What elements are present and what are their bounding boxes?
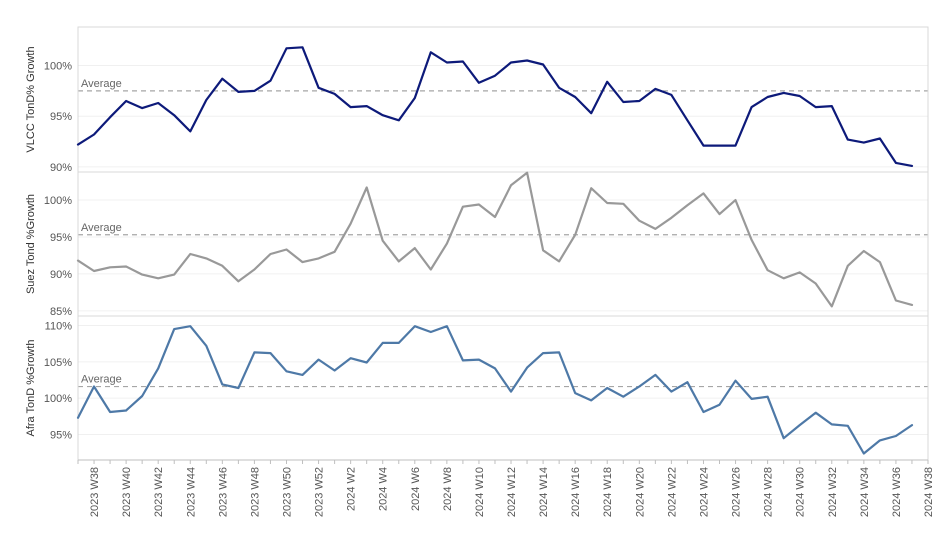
series-line-2	[76, 325, 914, 455]
x-axis: 2023 W38 2023 W40 2023 W42 2023 W44 2023 W46…	[77, 459, 935, 517]
y-tick-label: 100%	[44, 195, 72, 207]
x-tick-label: 2023 W52	[314, 467, 326, 517]
gridlines	[78, 65, 928, 436]
x-tick-label: 2023 W40	[121, 467, 133, 517]
series-lines	[76, 46, 914, 455]
x-tick-label: 2023 W42	[153, 467, 165, 517]
x-tick-label: 2024 W34	[859, 467, 871, 517]
y-axis-title: VLCC TonD% Growth	[25, 46, 37, 152]
x-tick-label: 2023 W46	[217, 467, 229, 517]
x-tick-label: 2023 W44	[185, 467, 197, 517]
series-line-0	[76, 46, 914, 167]
y-tick-label: 105%	[44, 357, 72, 369]
x-tick-label: 2024 W16	[570, 467, 582, 517]
x-tick-label: 2024 W30	[795, 467, 807, 517]
x-tick-label: 2024 W38	[923, 467, 935, 517]
y-tick-label: 95%	[50, 232, 72, 244]
x-tick-label: 2024 W12	[506, 467, 518, 517]
x-tick-label: 2023 W38	[89, 467, 101, 517]
y-tick-label: 95%	[50, 111, 72, 123]
x-tick-label: 2024 W28	[763, 467, 775, 517]
x-tick-label: 2024 W22	[666, 467, 678, 517]
y-tick-label: 100%	[44, 61, 72, 73]
x-tick-label: 2024 W14	[538, 467, 550, 517]
y-axis-title: Suez Tond %Growth	[25, 194, 37, 294]
x-tick-label: 2024 W4	[378, 467, 390, 511]
average-label: Average	[81, 222, 122, 234]
panel-frame-1	[77, 171, 929, 317]
x-tick-label: 2024 W2	[346, 467, 358, 511]
x-tick-label: 2024 W18	[602, 467, 614, 517]
average-lines: Average Average Average	[78, 78, 928, 388]
series-line-1	[76, 171, 914, 308]
x-tick-label: 2024 W20	[634, 467, 646, 517]
y-tick-label: 90%	[50, 269, 72, 281]
y-axes: 90% 95% 100% VLCC TonD% Growth 85% 90% 95% 100%…	[25, 46, 72, 441]
y-tick-label: 100%	[44, 393, 72, 405]
panel-borders	[77, 26, 929, 461]
x-tick-label: 2024 W26	[731, 467, 743, 517]
y-axis-title: Afra TonD %Growth	[25, 339, 37, 436]
x-tick-label: 2024 W24	[698, 467, 710, 517]
average-label: Average	[81, 78, 122, 90]
x-tick-label: 2024 W6	[410, 467, 422, 511]
y-tick-label: 90%	[50, 162, 72, 174]
x-tick-label: 2023 W48	[249, 467, 261, 517]
y-tick-label: 85%	[50, 306, 72, 318]
panel-frame-2	[77, 315, 929, 461]
x-tick-label: 2024 W32	[827, 467, 839, 517]
x-tick-label: 2023 W50	[281, 467, 293, 517]
y-tick-label: 110%	[45, 320, 73, 332]
y-tick-label: 95%	[50, 430, 72, 442]
average-label: Average	[81, 374, 122, 386]
x-tick-label: 2024 W8	[442, 467, 454, 511]
x-tick-label: 2024 W36	[891, 467, 903, 517]
x-tick-label: 2024 W10	[474, 467, 486, 517]
